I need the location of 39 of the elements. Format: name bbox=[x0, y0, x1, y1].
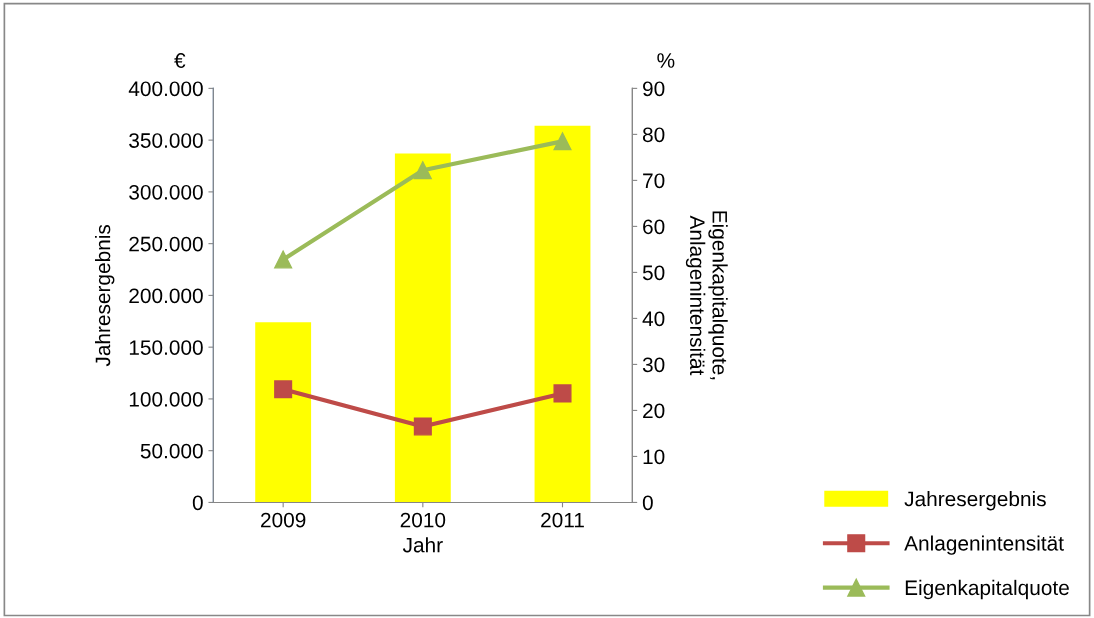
y2-tick-label: 60 bbox=[643, 219, 665, 235]
y2-tick-label: 0 bbox=[642, 495, 653, 511]
y2-tick-label: 80 bbox=[642, 127, 665, 143]
text: % bbox=[657, 53, 675, 68]
point bbox=[553, 132, 572, 151]
point bbox=[553, 384, 572, 403]
y2-tick-label: 20 bbox=[643, 403, 665, 419]
x-tick-label: 2009 bbox=[261, 512, 306, 528]
y-tick-label: 350.000 bbox=[129, 133, 203, 148]
y-tick-label: 50.000 bbox=[140, 443, 203, 459]
point bbox=[274, 250, 293, 269]
y2-tick-label: 70 bbox=[643, 173, 665, 189]
legend-label: Anlagenintensität bbox=[904, 535, 1064, 555]
y-tick-label: 200.000 bbox=[129, 288, 203, 304]
point bbox=[413, 417, 432, 436]
y2-tick-label: 10 bbox=[643, 449, 665, 465]
legend-label: Jahresergebnis bbox=[904, 490, 1046, 511]
y2-axis-title: Eigenkapitalquote, Anlagenintensität bbox=[685, 211, 728, 380]
y-tick-label: 300.000 bbox=[129, 184, 203, 200]
y2-tick-label: 40 bbox=[642, 311, 665, 327]
x-axis-title: Jahr bbox=[402, 537, 443, 553]
x-tick-label: 2010 bbox=[400, 512, 446, 528]
point bbox=[413, 161, 432, 180]
y-axis-title: Jahresergebnis bbox=[95, 224, 115, 367]
y2-tick-label: 90 bbox=[643, 81, 665, 97]
legend-label: Eigenkapitalquote bbox=[905, 579, 1069, 600]
y-tick-label: 0 bbox=[192, 495, 203, 511]
y2-tick-label: 30 bbox=[642, 357, 665, 373]
y-tick-label: 100.000 bbox=[129, 391, 203, 407]
y-tick-label: 250.000 bbox=[129, 236, 203, 252]
y-tick-label: 400.000 bbox=[128, 81, 203, 97]
text: € bbox=[174, 53, 186, 68]
point bbox=[274, 380, 293, 399]
x-tick-label: 2011 bbox=[541, 512, 584, 528]
y2-tick-label: 50 bbox=[642, 265, 665, 281]
y-tick-label: 150.000 bbox=[129, 340, 203, 355]
bar bbox=[255, 322, 312, 503]
bar bbox=[534, 125, 591, 503]
bar bbox=[394, 153, 451, 503]
